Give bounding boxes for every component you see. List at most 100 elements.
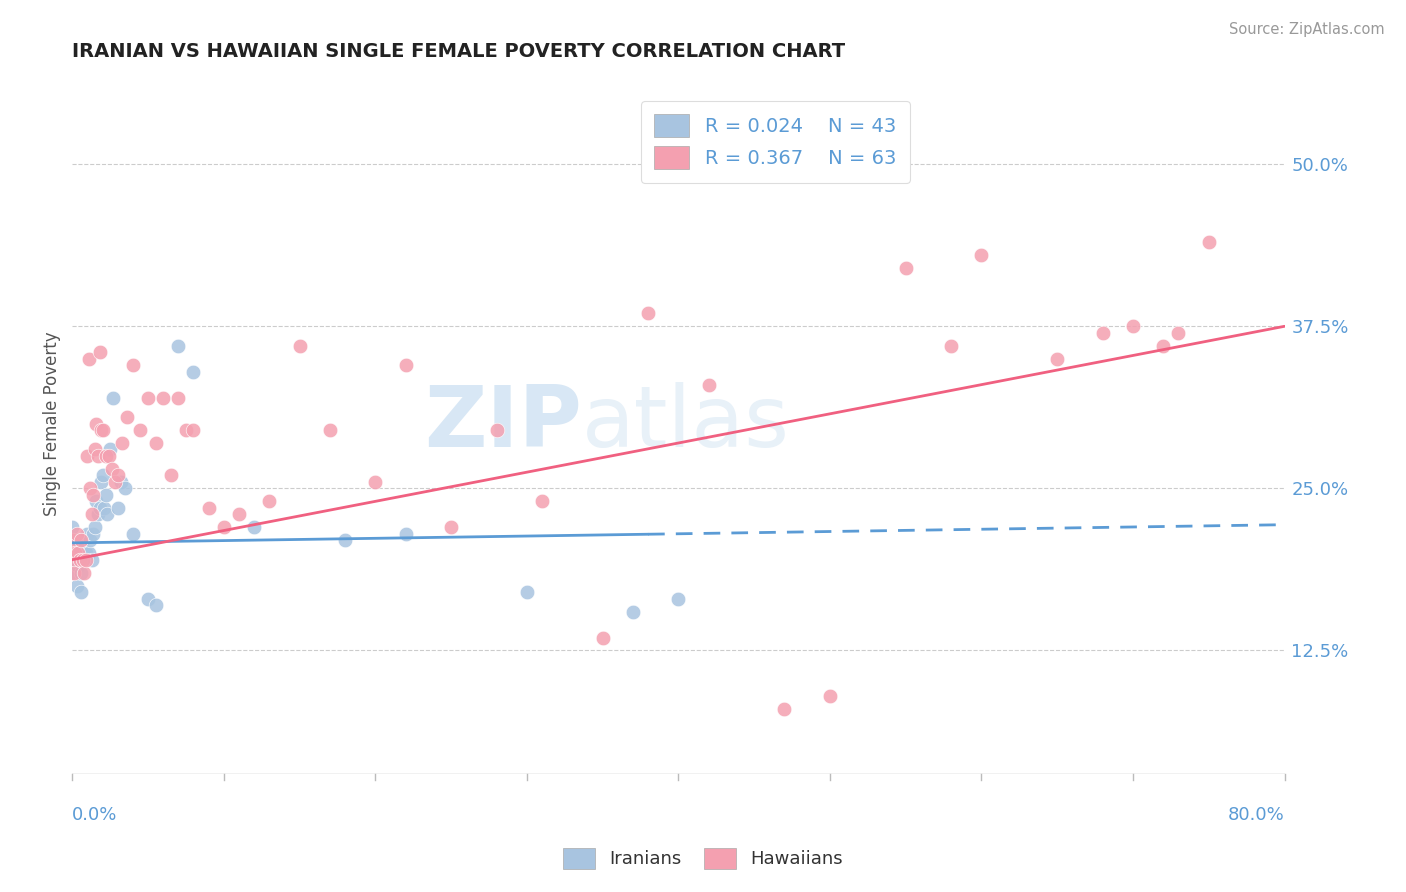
Point <box>1152 339 1174 353</box>
Point <box>67 546 90 560</box>
Point <box>84 442 107 457</box>
Point <box>76 449 98 463</box>
Point <box>115 410 138 425</box>
Point <box>818 689 841 703</box>
Point <box>319 423 342 437</box>
Point <box>101 391 124 405</box>
Point <box>159 468 181 483</box>
Point <box>86 417 108 431</box>
Point <box>72 552 94 566</box>
Point <box>70 566 93 580</box>
Point <box>228 508 250 522</box>
Point <box>894 260 917 275</box>
Point <box>485 423 508 437</box>
Point <box>167 339 190 353</box>
Point <box>60 533 83 548</box>
Point <box>98 442 121 457</box>
Point <box>69 552 91 566</box>
Point <box>75 546 97 560</box>
Point <box>77 546 100 560</box>
Point <box>87 449 110 463</box>
Point <box>110 475 132 489</box>
Point <box>136 391 159 405</box>
Point <box>66 526 89 541</box>
Point <box>197 500 219 515</box>
Point <box>394 358 416 372</box>
Point <box>1198 235 1220 249</box>
Point <box>174 423 197 437</box>
Point <box>90 475 112 489</box>
Point <box>1091 326 1114 340</box>
Point <box>60 552 83 566</box>
Point <box>516 585 538 599</box>
Point <box>121 358 143 372</box>
Point <box>93 500 115 515</box>
Point <box>79 533 101 548</box>
Point <box>100 462 122 476</box>
Point <box>1122 319 1144 334</box>
Point <box>152 391 174 405</box>
Point <box>67 559 90 574</box>
Point <box>104 475 127 489</box>
Point <box>62 566 84 580</box>
Point <box>773 702 796 716</box>
Point <box>107 500 129 515</box>
Point <box>1167 326 1189 340</box>
Text: IRANIAN VS HAWAIIAN SINGLE FEMALE POVERTY CORRELATION CHART: IRANIAN VS HAWAIIAN SINGLE FEMALE POVERT… <box>72 42 845 61</box>
Point <box>257 494 280 508</box>
Point <box>440 520 463 534</box>
Point <box>76 526 98 541</box>
Point <box>167 391 190 405</box>
Point <box>530 494 553 508</box>
Point <box>79 482 101 496</box>
Point <box>621 605 644 619</box>
Point <box>73 566 96 580</box>
Point <box>84 520 107 534</box>
Point <box>212 520 235 534</box>
Point <box>67 533 90 548</box>
Point <box>129 423 152 437</box>
Point <box>72 533 94 548</box>
Point <box>107 468 129 483</box>
Point <box>592 631 614 645</box>
Point <box>145 436 167 450</box>
Point <box>333 533 356 548</box>
Point <box>666 591 689 606</box>
Point <box>121 526 143 541</box>
Point <box>111 436 134 450</box>
Point <box>939 339 962 353</box>
Point <box>60 533 83 548</box>
Point <box>970 248 993 262</box>
Point <box>1046 351 1069 366</box>
Point <box>136 591 159 606</box>
Legend: Iranians, Hawaiians: Iranians, Hawaiians <box>555 840 851 876</box>
Point <box>82 488 104 502</box>
Point <box>697 377 720 392</box>
Point <box>65 546 87 560</box>
Point <box>69 546 91 560</box>
Point <box>70 533 93 548</box>
Point <box>90 423 112 437</box>
Point <box>66 579 89 593</box>
Point <box>364 475 387 489</box>
Point <box>97 449 120 463</box>
Point <box>75 552 97 566</box>
Text: 80.0%: 80.0% <box>1227 806 1285 824</box>
Point <box>89 345 111 359</box>
Point <box>89 500 111 515</box>
Point <box>183 365 205 379</box>
Point <box>94 449 117 463</box>
Point <box>86 494 108 508</box>
Point <box>80 508 103 522</box>
Y-axis label: Single Female Poverty: Single Female Poverty <box>44 331 60 516</box>
Point <box>183 423 205 437</box>
Point <box>96 508 118 522</box>
Point <box>60 520 83 534</box>
Point <box>243 520 266 534</box>
Point <box>91 423 114 437</box>
Legend: R = 0.024    N = 43, R = 0.367    N = 63: R = 0.024 N = 43, R = 0.367 N = 63 <box>641 101 910 183</box>
Point <box>80 552 103 566</box>
Text: Source: ZipAtlas.com: Source: ZipAtlas.com <box>1229 22 1385 37</box>
Point <box>94 488 117 502</box>
Point <box>82 526 104 541</box>
